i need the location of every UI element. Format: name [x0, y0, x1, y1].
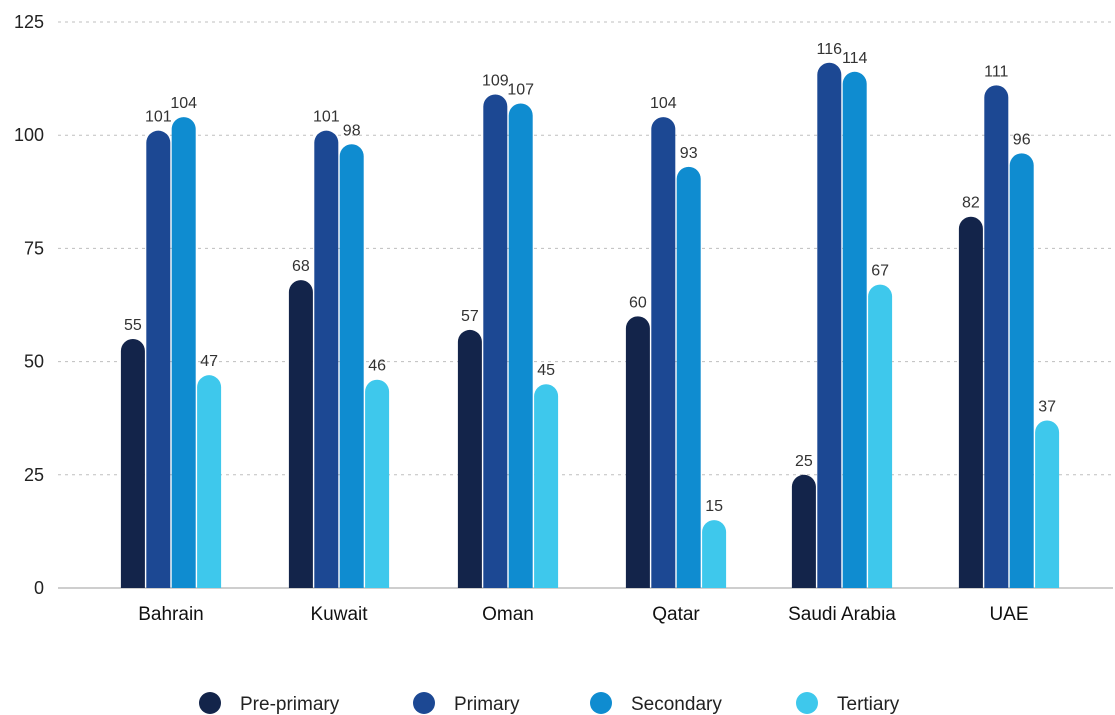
data-label-kuwait-tertiary: 46	[368, 358, 386, 375]
bar-qatar-primary	[651, 117, 676, 588]
bar-bahrain-pre-primary	[120, 338, 145, 588]
category-label-uae: UAE	[989, 604, 1028, 625]
bar-oman-primary	[483, 94, 508, 588]
bar-kuwait-tertiary	[365, 379, 390, 588]
data-label-oman-pre-primary: 57	[461, 308, 479, 325]
data-label-uae-tertiary: 37	[1038, 398, 1056, 415]
category-label-kuwait: Kuwait	[310, 604, 368, 625]
data-label-bahrain-secondary: 104	[170, 95, 197, 112]
legend-swatch-secondary	[590, 692, 612, 714]
y-tick-label: 75	[24, 238, 44, 258]
legend-swatch-pre-primary	[199, 692, 221, 714]
legend-label-secondary: Secondary	[631, 694, 722, 715]
bar-saudi-arabia-primary	[817, 62, 842, 588]
y-tick-label: 25	[24, 465, 44, 485]
legend-swatch-primary	[413, 692, 435, 714]
data-label-kuwait-secondary: 98	[343, 122, 361, 139]
data-label-saudi-arabia-secondary: 114	[842, 50, 868, 67]
data-labels: 5510110447681019846571091074560104931525…	[124, 41, 1056, 515]
data-label-oman-primary: 109	[482, 72, 509, 89]
data-label-qatar-tertiary: 15	[705, 498, 723, 515]
bar-saudi-arabia-tertiary	[868, 284, 893, 588]
bar-uae-tertiary	[1035, 420, 1060, 588]
bar-oman-secondary	[508, 103, 533, 589]
y-tick-label: 125	[14, 12, 44, 32]
bar-oman-tertiary	[534, 384, 559, 588]
category-label-saudi-arabia: Saudi Arabia	[788, 604, 896, 625]
bar-uae-pre-primary	[958, 216, 983, 589]
legend-swatch-tertiary	[796, 692, 818, 714]
bar-bahrain-secondary	[171, 117, 196, 588]
category-label-qatar: Qatar	[652, 604, 700, 625]
y-tick-label: 50	[24, 352, 44, 372]
data-label-uae-pre-primary: 82	[962, 195, 980, 212]
bar-qatar-pre-primary	[625, 316, 650, 588]
bar-bahrain-tertiary	[197, 375, 222, 588]
legend: Pre-primary Primary Secondary Tertiary	[199, 692, 900, 715]
category-label-oman: Oman	[482, 604, 534, 625]
data-label-qatar-primary: 104	[650, 95, 677, 112]
data-label-uae-secondary: 96	[1013, 131, 1031, 148]
y-tick-label: 100	[14, 125, 44, 145]
data-label-bahrain-primary: 101	[145, 109, 172, 126]
bar-uae-primary	[984, 85, 1009, 588]
y-axis-tick-labels: 0 25 50 75 100 125	[14, 12, 44, 598]
data-label-qatar-secondary: 93	[680, 145, 698, 162]
legend-label-pre-primary: Pre-primary	[240, 694, 340, 715]
bar-oman-pre-primary	[457, 329, 482, 588]
bar-bahrain-primary	[146, 130, 171, 588]
data-label-saudi-arabia-pre-primary: 25	[795, 453, 813, 470]
bars	[120, 62, 1060, 589]
bar-qatar-tertiary	[702, 520, 727, 588]
data-label-kuwait-pre-primary: 68	[292, 258, 310, 275]
data-label-bahrain-pre-primary: 55	[124, 317, 142, 334]
bar-uae-secondary	[1009, 153, 1034, 588]
data-label-uae-primary: 111	[984, 63, 1008, 80]
data-label-saudi-arabia-primary: 116	[817, 41, 843, 58]
bar-qatar-secondary	[676, 166, 701, 588]
bar-saudi-arabia-pre-primary	[791, 474, 816, 588]
category-label-bahrain: Bahrain	[138, 604, 204, 625]
x-axis-category-labels: Bahrain Kuwait Oman Qatar Saudi Arabia UAE	[138, 604, 1028, 625]
data-label-bahrain-tertiary: 47	[200, 353, 218, 370]
y-tick-label: 0	[34, 578, 44, 598]
bar-saudi-arabia-secondary	[842, 71, 867, 589]
bar-kuwait-pre-primary	[288, 280, 313, 588]
data-label-oman-tertiary: 45	[537, 362, 555, 379]
bar-kuwait-secondary	[339, 144, 364, 588]
legend-label-primary: Primary	[454, 694, 520, 715]
data-label-kuwait-primary: 101	[313, 109, 340, 126]
bar-kuwait-primary	[314, 130, 339, 588]
data-label-oman-secondary: 107	[507, 82, 534, 99]
data-label-qatar-pre-primary: 60	[629, 294, 647, 311]
legend-label-tertiary: Tertiary	[837, 694, 900, 715]
gridlines	[58, 21, 1113, 589]
data-label-saudi-arabia-tertiary: 67	[871, 263, 889, 280]
